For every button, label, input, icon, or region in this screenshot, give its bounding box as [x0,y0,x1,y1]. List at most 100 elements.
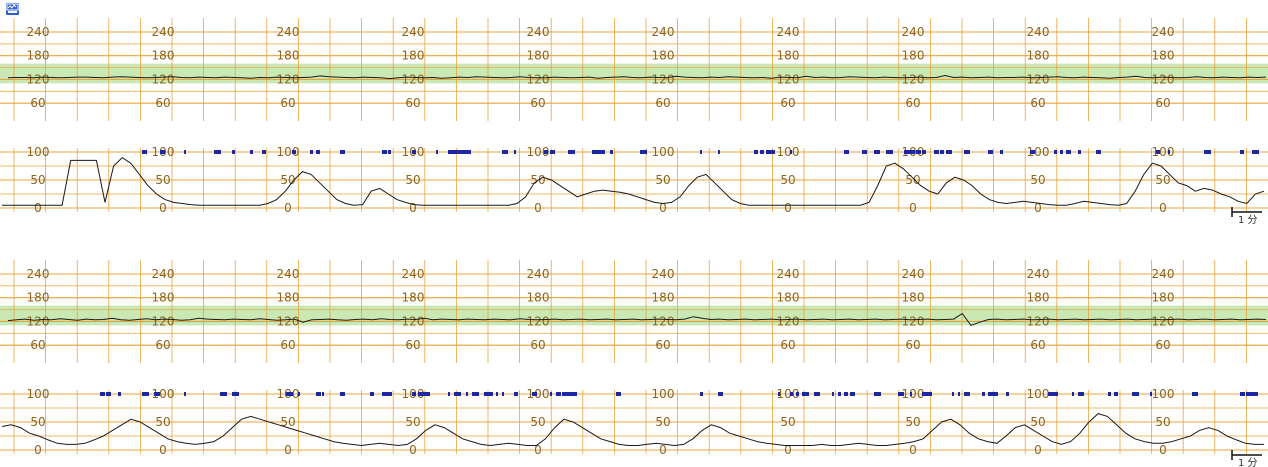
fhr-tick-label: 240 [652,267,675,281]
fetal-movement-mark [322,392,324,396]
fetal-movement-mark [184,392,186,396]
fetal-movement-mark [1054,392,1058,396]
fetal-movement-mark [514,392,518,396]
fetal-movement-mark [790,392,793,396]
uc-tick-label: 50 [155,173,170,187]
fhr-tick-label: 240 [402,267,425,281]
uc-tick-label: 100 [27,145,50,159]
fetal-movement-mark [964,150,970,154]
fhr-tick-label: 120 [1027,314,1050,328]
fhr-tick-label: 180 [527,291,550,305]
uc-tick-label: 0 [34,201,42,215]
fhr-tick-label: 180 [152,291,175,305]
uc-tick-label: 50 [155,415,170,429]
fetal-movement-mark [982,392,985,396]
fetal-movement-mark [1132,392,1139,396]
fhr-tick-label: 240 [902,25,925,39]
fetal-movement-mark [1000,150,1003,154]
fetal-movement-mark [844,392,848,396]
fetal-movement-mark [700,150,702,154]
fetal-movement-mark [220,392,227,396]
fetal-movement-mark [550,150,555,154]
fetal-movement-mark [1252,392,1258,396]
fetal-movement-mark [424,392,430,396]
fetal-movement-mark [502,392,504,396]
uc-trace [1,413,1264,447]
fhr-tick-label: 240 [27,25,50,39]
fetal-movement-mark [910,392,912,396]
uc-tick-label: 50 [30,173,45,187]
uc-tick-label: 100 [27,387,50,401]
uc-trace [2,156,1265,206]
fhr-tick-label: 180 [777,291,800,305]
uc-tick-label: 100 [652,145,675,159]
fhr-tick-label: 60 [905,338,920,352]
fetal-movement-mark [1108,392,1111,396]
uc-tick-label: 50 [280,415,295,429]
fetal-movement-mark [610,150,613,154]
fetal-movement-mark [460,150,466,154]
fetal-movement-mark [1006,392,1009,396]
fetal-movement-mark [142,392,149,396]
uc-tick-label: 0 [659,443,667,457]
fhr-tick-label: 60 [530,96,545,110]
fhr-tick-label: 180 [27,291,50,305]
fhr-tick-label: 240 [1152,267,1175,281]
fetal-movement-mark [928,392,932,396]
fetal-movement-mark [874,150,880,154]
uc-tick-label: 0 [159,201,167,215]
fetal-movement-mark [118,392,121,396]
uc-tick-label: 50 [655,415,670,429]
time-scale-label: 1 分 [1238,214,1258,226]
fhr-tick-label: 180 [402,49,425,63]
fetal-movement-mark [964,392,970,396]
fetal-movement-mark [496,392,498,396]
uc-tick-label: 100 [777,387,800,401]
uc-tick-label: 0 [784,201,792,215]
fetal-movement-mark [718,392,723,396]
fhr-tick-label: 240 [277,267,300,281]
fhr-tick-label: 180 [27,49,50,63]
uc-tick-label: 50 [780,173,795,187]
fhr-tick-label: 120 [1152,72,1175,86]
fetal-movement-mark [910,150,915,154]
fetal-movement-mark [754,150,758,154]
uc-tick-label: 100 [777,145,800,159]
fetal-movement-mark [382,392,388,396]
fhr-tick-label: 240 [152,25,175,39]
fhr-tick-label: 60 [280,96,295,110]
fetal-movement-mark [484,392,490,396]
uc-tick-label: 0 [1034,201,1042,215]
fhr-tick-label: 60 [280,338,295,352]
fetal-movement-mark [142,150,147,154]
uc-tick-label: 50 [1155,173,1170,187]
fetal-movement-mark [232,150,235,154]
fetal-movement-mark [370,392,374,396]
fetal-movement-mark [1156,150,1160,154]
fhr-tick-label: 180 [402,291,425,305]
fetal-movement-mark [1048,392,1055,396]
fhr-tick-label: 120 [277,72,300,86]
fhr-tick-label: 120 [1152,314,1175,328]
fetal-movement-mark [1114,392,1118,396]
fetal-movement-mark [640,150,647,154]
uc-tick-label: 100 [527,145,550,159]
uc-tick-label: 0 [159,443,167,457]
fetal-movement-mark [988,150,993,154]
fhr-tick-label: 240 [527,267,550,281]
uc-tick-label: 100 [152,387,175,401]
fetal-movement-mark [1240,150,1244,154]
fhr-tick-label: 180 [1027,291,1050,305]
fetal-movement-mark [778,392,780,396]
uc-tick-label: 0 [659,201,667,215]
uc-tick-label: 0 [409,201,417,215]
uc-tick-label: 0 [909,201,917,215]
fetal-movement-mark [1246,392,1253,396]
fhr-tick-label: 240 [527,25,550,39]
fetal-movement-mark [418,392,424,396]
uc-tick-label: 0 [1159,201,1167,215]
fetal-movement-mark [490,392,493,396]
fhr-tick-label: 120 [1027,72,1050,86]
fhr-tick-label: 120 [527,314,550,328]
